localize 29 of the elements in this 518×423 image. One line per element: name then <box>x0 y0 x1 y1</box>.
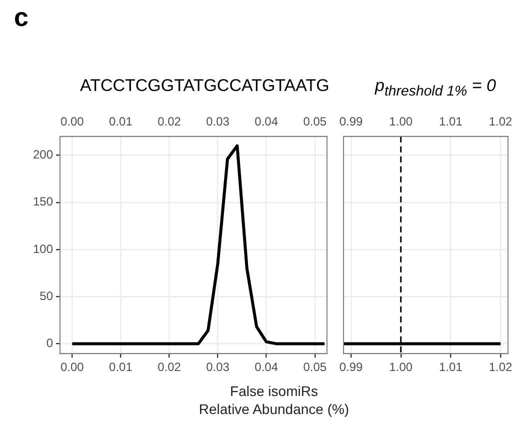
x2-tick-label: 1.00 <box>389 114 413 129</box>
x2-tick-label: 0.99 <box>339 114 364 129</box>
x2-tick-label: 1.02 <box>488 114 513 129</box>
x-tick-label: 0.04 <box>254 360 278 374</box>
y-tick-label: 100 <box>32 242 54 256</box>
chart-title: p$_{threshold 1%}$ = 0 <box>375 76 496 100</box>
x-axis-title: False isomiRs Relative Abundance (%) <box>198 382 350 418</box>
x-tick-label: 0.02 <box>158 360 182 374</box>
x-tick-label: 0.03 <box>206 360 230 374</box>
x-tick-label: 1.00 <box>389 360 413 374</box>
chart-title: ATCCTCGGTATGCCATGTAATG <box>80 76 330 96</box>
x-tick-label: 1.01 <box>439 360 463 374</box>
text: c <box>14 2 28 33</box>
x2-tick-label: 1.01 <box>439 114 463 129</box>
x2-tick-label: 0.03 <box>206 114 230 129</box>
y-tick-label: 0 <box>46 336 54 350</box>
y-tick-label: 50 <box>40 288 54 303</box>
x2-tick-label: 0.01 <box>109 114 133 129</box>
x2-tick-label: 0.05 <box>303 114 327 129</box>
x2-tick-label: 0.00 <box>60 114 84 129</box>
x-tick-label: 0.05 <box>303 360 327 374</box>
y-tick-label: 200 <box>32 148 54 162</box>
x-tick-label: 0.99 <box>339 360 364 374</box>
x-tick-label: 0.01 <box>109 360 133 374</box>
x2-tick-label: 0.04 <box>254 114 278 129</box>
x-tick-label: 0.00 <box>60 360 84 374</box>
x2-tick-label: 0.02 <box>158 114 182 129</box>
y-tick-label: 150 <box>32 194 54 209</box>
x-tick-label: 1.02 <box>488 360 513 374</box>
